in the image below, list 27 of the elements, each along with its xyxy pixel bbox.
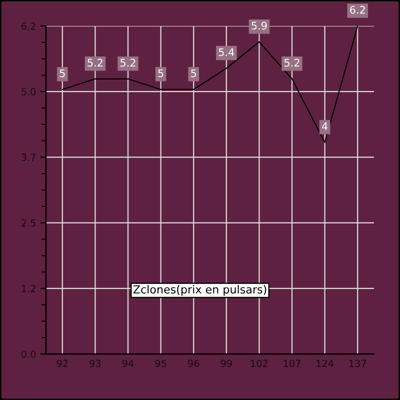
x-tick-label: 92 — [56, 360, 68, 368]
data-label: 4 — [322, 122, 328, 130]
data-label: 5 — [191, 69, 196, 78]
x-tick-label: 99 — [220, 360, 232, 368]
y-tick-label: 2.5 — [22, 219, 36, 227]
data-label: 5.2 — [88, 58, 102, 67]
data-label: 5 — [158, 69, 164, 78]
x-tick-label: 96 — [188, 360, 200, 368]
data-label: 5.2 — [120, 58, 136, 67]
x-tick-label: 102 — [250, 360, 268, 368]
data-label: 6.2 — [350, 6, 365, 14]
x-tick-label: 137 — [349, 360, 366, 368]
y-tick-label: 0.0 — [21, 350, 36, 358]
x-tick-label: 95 — [155, 360, 166, 368]
data-label: 5.4 — [218, 48, 234, 56]
x-tick-label: 94 — [122, 360, 134, 368]
y-tick-label: 6.2 — [21, 22, 36, 30]
y-tick-label: 3.7 — [22, 154, 36, 162]
data-label: 5 — [60, 69, 65, 78]
data-label: 5.2 — [284, 58, 300, 67]
y-tick-label: 1.2 — [22, 284, 36, 292]
text: Zclones(prix en pulsars) — [133, 284, 266, 296]
x-tick-label: 124 — [316, 360, 334, 367]
x-tick-label: 93 — [90, 360, 101, 368]
y-tick-label: 5.0 — [22, 88, 36, 96]
data-label: 5.9 — [252, 22, 267, 30]
x-tick-label: 107 — [284, 360, 300, 368]
